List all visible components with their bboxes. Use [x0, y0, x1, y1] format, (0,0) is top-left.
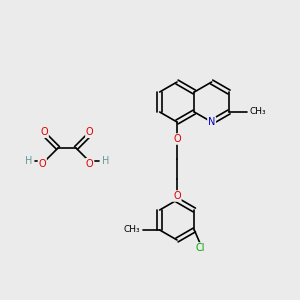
- Text: O: O: [40, 127, 48, 137]
- Text: O: O: [86, 159, 94, 169]
- Text: O: O: [173, 191, 181, 201]
- Text: O: O: [86, 127, 94, 137]
- Text: CH₃: CH₃: [123, 226, 140, 235]
- Text: O: O: [38, 159, 46, 169]
- Text: Cl: Cl: [196, 243, 205, 253]
- Text: H: H: [25, 156, 32, 166]
- Text: O: O: [173, 134, 181, 144]
- Text: CH₃: CH₃: [250, 107, 267, 116]
- Text: H: H: [102, 156, 109, 166]
- Text: N: N: [208, 117, 215, 127]
